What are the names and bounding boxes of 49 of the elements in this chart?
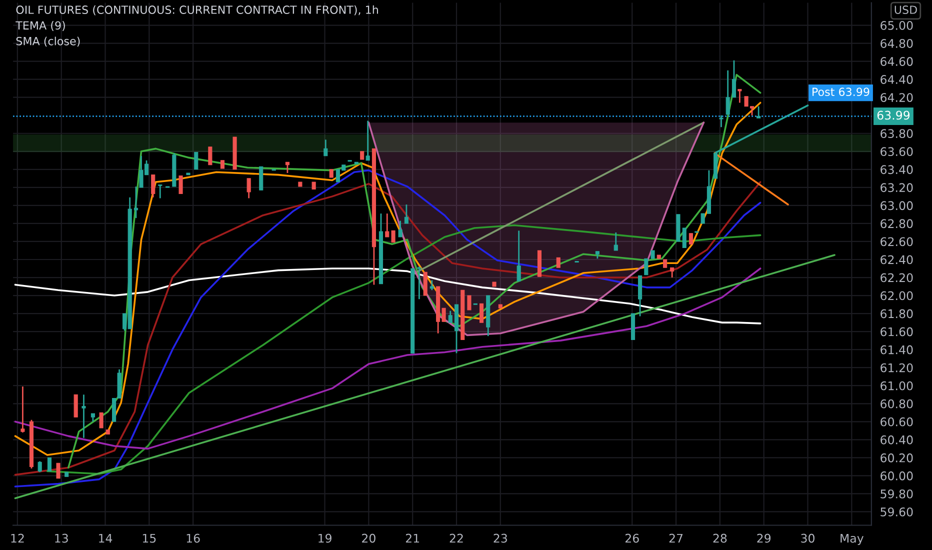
y-tick-label: 63.20: [880, 183, 913, 192]
y-tick-label: 64.80: [880, 39, 913, 48]
x-tick-label: 29: [757, 534, 771, 543]
y-tick-label: 65.00: [880, 20, 913, 30]
y-tick-label: 63.00: [880, 201, 913, 210]
x-tick-label: 28: [713, 534, 727, 543]
y-tick-label: 64.20: [880, 93, 913, 102]
x-tick-label: 27: [669, 534, 683, 543]
y-tick-label: 62.80: [880, 219, 913, 228]
x-tick-label: 23: [494, 534, 507, 543]
annotation: TEMA (9): [16, 21, 65, 31]
y-tick-label: 60.80: [880, 399, 913, 408]
y-tick-label: 61.00: [880, 381, 913, 390]
y-axis-title: USD: [894, 6, 917, 14]
x-tick-label: 13: [55, 534, 68, 543]
y-tick-label: 61.60: [880, 327, 913, 336]
y-tick-label: 62.00: [880, 291, 913, 300]
y-tick-label: 62.40: [880, 255, 913, 264]
y-tick-label: 63.40: [880, 165, 913, 174]
x-tick-label: 22: [450, 534, 463, 543]
y-tick-label: 62.60: [880, 237, 913, 246]
x-tick-label: May: [840, 534, 864, 546]
chart-title: OIL FUTURES (CONTINUOUS: CURRENT CONTRACT IN FRONT), 1h: [16, 5, 378, 16]
x-tick-label: 16: [186, 534, 200, 543]
y-tick-label: 61.20: [880, 363, 913, 372]
x-tick-label: 15: [142, 534, 156, 543]
ref-line-label: Post 63.99: [812, 88, 870, 96]
y-tick-label: 59.80: [880, 489, 913, 498]
y-tick-label: 64.60: [880, 57, 913, 66]
x-tick-label: 30: [801, 534, 814, 543]
y-tick-label: 60.60: [880, 417, 913, 426]
y-tick-label: 61.80: [880, 309, 913, 318]
y-tick-label: 63.60: [880, 147, 913, 156]
y-tick-label: 62.20: [880, 273, 913, 282]
y-tick-label: 60.00: [880, 471, 913, 480]
y-tick-label: 63.80: [880, 129, 913, 138]
x-tick-label: 14: [99, 534, 112, 543]
x-tick-label: 12: [11, 534, 24, 543]
y-tick-label: 60.40: [880, 435, 913, 444]
y-tick-label: 64.40: [880, 75, 913, 84]
ref-line-label: 63.99: [877, 110, 910, 120]
annotation: SMA (close): [16, 36, 80, 47]
x-tick-label: 19: [318, 534, 332, 543]
x-tick-label: 20: [362, 534, 376, 543]
y-tick-label: 60.20: [880, 453, 913, 462]
y-tick-label: 61.40: [880, 345, 913, 354]
x-tick-label: 21: [406, 534, 420, 543]
x-tick-label: 26: [625, 534, 639, 543]
y-tick-label: 59.60: [880, 507, 913, 516]
